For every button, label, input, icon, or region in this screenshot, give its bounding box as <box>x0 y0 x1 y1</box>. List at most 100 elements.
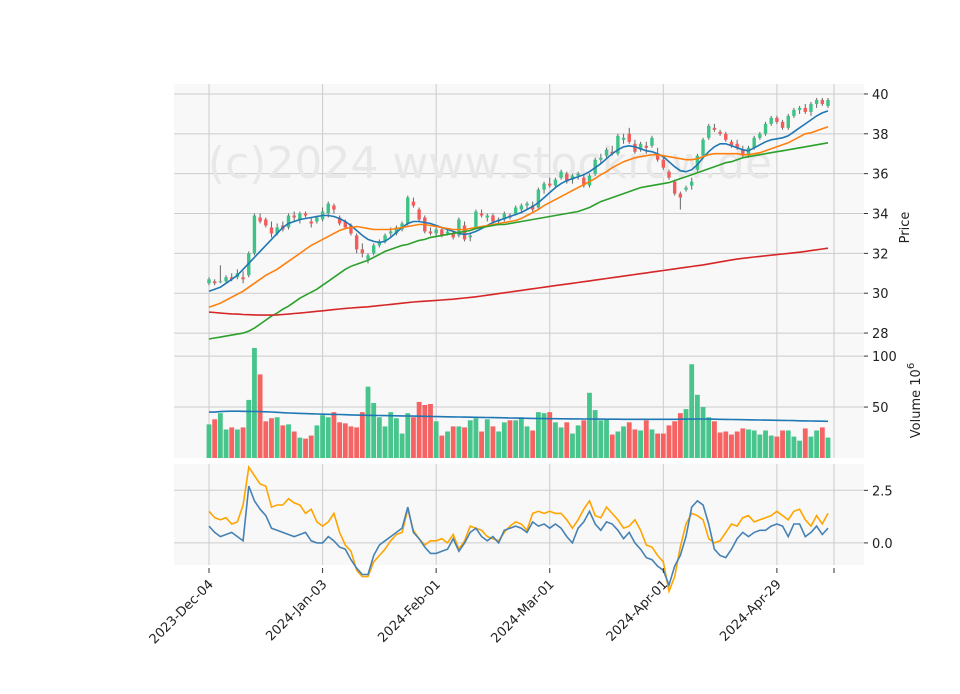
volume-bar <box>365 386 371 458</box>
candle-body <box>690 181 694 186</box>
candle-body <box>258 217 262 222</box>
volume-bar <box>234 429 240 458</box>
candle-body <box>207 279 211 284</box>
volume-bar <box>342 423 348 458</box>
candle-body <box>411 201 416 206</box>
watermark: (c)2024 www.stockrow.de <box>208 138 772 189</box>
volume-bar <box>411 417 416 458</box>
volume-bar <box>393 418 399 458</box>
moving-average-line-sma_mid <box>208 126 829 308</box>
candle-body <box>525 203 529 206</box>
oscillator-panel <box>208 465 829 595</box>
volume-bar <box>320 415 325 458</box>
volume-bar <box>314 425 320 458</box>
candle-body <box>252 215 257 254</box>
candle-body <box>354 235 359 250</box>
volume-bar <box>490 426 496 458</box>
candle-body <box>298 213 302 220</box>
volume-bar <box>246 399 252 458</box>
volume-bar <box>507 420 513 458</box>
candle-body <box>468 235 472 238</box>
volume-bar <box>524 426 530 458</box>
volume-bar <box>700 407 706 458</box>
volume-bar <box>501 422 507 458</box>
volume-bar <box>598 420 604 458</box>
candle-body <box>309 221 313 224</box>
moving-average-line-sma_fast <box>208 110 829 292</box>
candle-body <box>621 137 626 140</box>
volume-bar <box>371 402 377 458</box>
candle-body <box>746 147 751 156</box>
volume-bar <box>212 419 218 458</box>
price-tick-label: 40 <box>872 88 889 103</box>
volume-bar <box>297 437 303 458</box>
date-tick-label: 2024-Apr-29 <box>717 577 784 644</box>
volume-bar <box>797 440 803 458</box>
volume-axis-label-name: Volume <box>909 386 924 438</box>
candle-body <box>428 231 433 234</box>
volume-bar <box>808 436 814 458</box>
candle-body <box>530 205 535 210</box>
candle-body <box>343 221 347 228</box>
volume-bar <box>677 413 683 458</box>
volume-bar <box>388 412 394 458</box>
volume-bar <box>513 420 519 458</box>
volume-bar <box>263 421 269 458</box>
price-tick-label: 32 <box>872 247 889 262</box>
candle-body <box>349 225 353 234</box>
candle-body <box>360 249 365 254</box>
candle-body <box>786 115 790 128</box>
volume-bar <box>751 430 757 458</box>
candle-body <box>502 213 507 220</box>
candle-body <box>212 281 217 284</box>
volume-bar <box>382 426 388 458</box>
volume-bar <box>359 412 365 458</box>
candle-body <box>406 197 410 224</box>
volume-bar <box>303 438 308 458</box>
candle-body <box>536 189 541 208</box>
volume-bar <box>433 421 439 458</box>
candle-body <box>366 255 370 260</box>
candle-body <box>332 205 336 210</box>
candle-body <box>604 149 609 156</box>
candle-body <box>542 183 546 190</box>
volume-bar <box>530 430 536 458</box>
candle-body <box>485 215 489 218</box>
volume-bar <box>814 430 820 458</box>
oscillator-panel-bg <box>174 464 864 565</box>
candle-body <box>241 277 245 280</box>
volume-bar <box>445 431 450 458</box>
volume-bar <box>666 425 672 458</box>
volume-bar <box>206 424 212 458</box>
volume-bar <box>223 429 229 458</box>
price-tick-label: 36 <box>872 168 889 183</box>
volume-bar <box>240 427 246 458</box>
volume-bar <box>819 427 825 458</box>
volume-bar <box>535 412 541 458</box>
volume-panel <box>206 347 831 458</box>
volume-bar <box>269 418 274 458</box>
candle-body <box>814 99 819 104</box>
candle-body <box>440 229 444 236</box>
volume-bar <box>518 417 524 458</box>
candle-body <box>633 143 637 152</box>
volume-bar <box>604 419 609 458</box>
candle-body <box>576 173 580 176</box>
candle-body <box>326 203 330 214</box>
volume-bar <box>484 419 490 458</box>
candle-body <box>763 123 768 134</box>
volume-bar <box>632 429 638 458</box>
candle-body <box>559 171 563 178</box>
candle-body <box>718 131 722 134</box>
volume-axis-label-power: 6 <box>906 363 917 369</box>
candle-body <box>741 149 745 156</box>
candle-body <box>650 137 654 146</box>
volume-bar <box>638 430 644 458</box>
volume-bar <box>740 428 746 458</box>
volume-bar <box>496 431 502 458</box>
candle-body <box>491 215 495 222</box>
date-tick-label: 2024-Jan-03 <box>263 577 330 644</box>
volume-bar <box>655 433 661 458</box>
